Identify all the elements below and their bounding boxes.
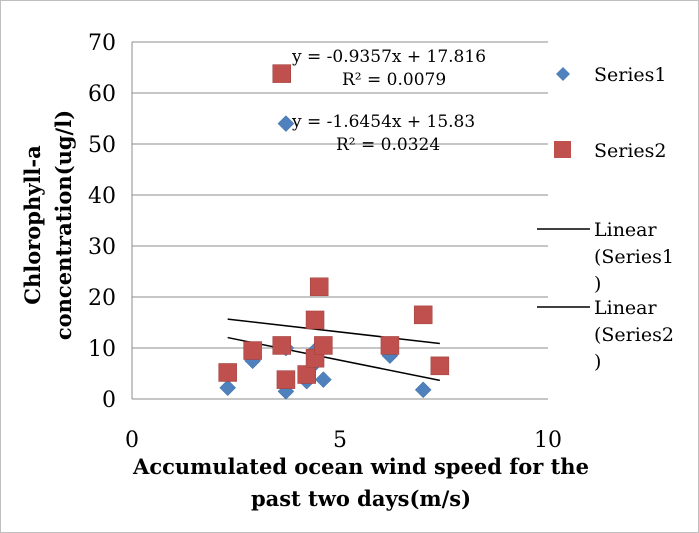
- y-tick-label: 40: [88, 184, 116, 209]
- r2-series1: R² = 0.0324: [336, 135, 440, 155]
- axis-titles: Accumulated ocean wind speed for the past…: [20, 110, 589, 511]
- point-series2: [413, 305, 433, 325]
- x-tick-label: 0: [125, 428, 139, 453]
- x-axis-title: past two days(m/s): [251, 486, 471, 511]
- equation-series1: y = -1.6454x + 15.83: [291, 112, 475, 132]
- point-series2: [218, 363, 237, 382]
- legend-label-series2: Series2: [594, 140, 667, 162]
- legend-marker-series2: [554, 141, 571, 158]
- trendline-series1: [227, 336, 440, 382]
- x-tick-label: 10: [534, 428, 562, 453]
- x-tick-label: 5: [333, 428, 347, 453]
- axes: [131, 42, 548, 400]
- point-series2: [272, 64, 292, 83]
- gridlines: [132, 41, 548, 349]
- point-series2: [305, 310, 325, 330]
- data-points: [218, 64, 450, 400]
- point-series2: [276, 370, 296, 389]
- y-tick-label: 50: [88, 133, 116, 158]
- trendline-series2: [227, 318, 440, 345]
- point-series2: [272, 336, 292, 355]
- y-tick-label: 60: [88, 82, 116, 107]
- point-series1: [315, 371, 332, 388]
- point-series2: [243, 341, 262, 360]
- legend-label-linear-series2: ): [594, 351, 601, 373]
- point-series1: [414, 381, 432, 399]
- y-tick-label: 20: [88, 286, 116, 311]
- legend-label-linear-series1: Linear: [594, 219, 658, 241]
- y-axis-title: Chlorophyll-a: [20, 145, 45, 305]
- trendline-equations: y = -0.9357x + 17.816 R² = 0.0079 y = -1.6…: [291, 47, 486, 155]
- trendlines: [227, 318, 440, 382]
- legend: Series1Series2Linear(Series1)Linear(Seri…: [537, 64, 674, 373]
- point-series1: [277, 115, 295, 132]
- y-tick-label: 70: [88, 31, 116, 56]
- legend-label-linear-series1: ): [594, 273, 601, 295]
- y-tick-label: 30: [88, 235, 116, 260]
- r2-series2: R² = 0.0079: [342, 70, 446, 90]
- equation-series2: y = -0.9357x + 17.816: [291, 47, 486, 67]
- y-tick-label: 10: [88, 337, 116, 362]
- legend-label-series1: Series1: [594, 64, 667, 86]
- legend-label-linear-series2: (Series2: [594, 324, 674, 346]
- y-tick-label: 0: [102, 388, 116, 413]
- tick-labels: 0 10 20 30 40 50 60 70 0 5 10: [88, 31, 562, 453]
- point-series2: [380, 336, 400, 355]
- point-series2: [297, 365, 316, 384]
- legend-marker-series1: [556, 67, 570, 81]
- point-series2: [430, 356, 450, 376]
- point-series2: [309, 277, 329, 297]
- point-series1: [219, 379, 237, 397]
- legend-label-linear-series2: Linear: [594, 297, 658, 319]
- y-axis-title: concentration(ug/l): [51, 110, 76, 340]
- x-axis-title: Accumulated ocean wind speed for the: [132, 454, 589, 479]
- legend-label-linear-series1: (Series1: [594, 246, 674, 268]
- point-series2: [314, 336, 333, 355]
